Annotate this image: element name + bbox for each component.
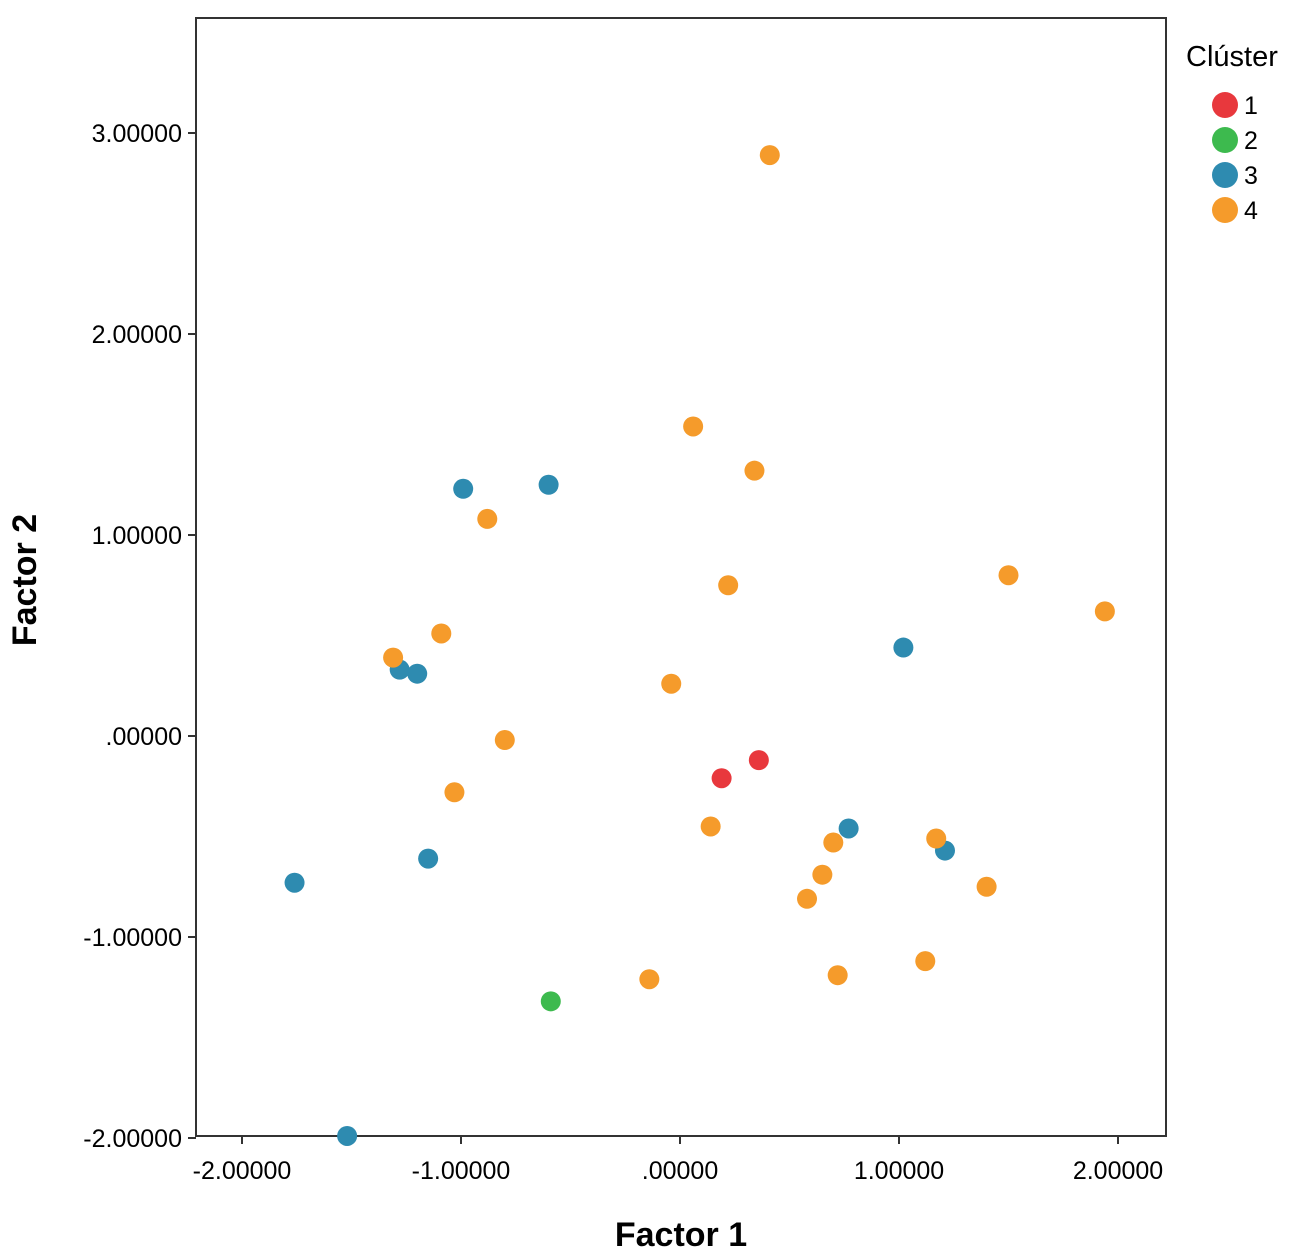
y-tick-label: 3.00000	[92, 120, 182, 148]
legend-swatch-2	[1212, 127, 1238, 153]
legend-label-2: 2	[1244, 127, 1258, 155]
data-point-cluster-2	[540, 991, 561, 1012]
data-point-cluster-4	[639, 969, 660, 990]
data-point-cluster-4	[383, 647, 404, 668]
data-points	[284, 145, 1115, 1146]
x-axis-title: Factor 1	[615, 1216, 747, 1254]
y-tick-label: .00000	[106, 723, 182, 751]
y-axis-title: Factor 2	[6, 514, 44, 646]
data-point-cluster-3	[453, 478, 474, 499]
y-axis-ticks: -2.00000 -1.00000 .00000 1.00000 2.00000 3.00…	[83, 120, 196, 1153]
data-point-cluster-1	[748, 750, 769, 771]
data-point-cluster-4	[823, 832, 844, 853]
y-tick-label: -2.00000	[83, 1125, 182, 1153]
legend-label-3: 3	[1244, 162, 1258, 190]
x-tick-label: 2.00000	[1073, 1157, 1163, 1185]
data-point-cluster-4	[1094, 601, 1115, 622]
y-tick-label: 1.00000	[92, 522, 182, 550]
data-point-cluster-4	[431, 623, 452, 644]
data-point-cluster-4	[494, 730, 515, 751]
x-tick-label: .00000	[642, 1157, 718, 1185]
data-point-cluster-4	[700, 816, 721, 837]
legend-swatch-4	[1212, 197, 1238, 223]
data-point-cluster-4	[759, 145, 780, 166]
data-point-cluster-4	[827, 965, 848, 986]
x-tick-label: -2.00000	[193, 1157, 292, 1185]
data-point-cluster-4	[444, 782, 465, 803]
data-point-cluster-3	[407, 663, 428, 684]
legend-swatch-3	[1212, 162, 1238, 188]
data-point-cluster-4	[812, 864, 833, 885]
legend-entries: 1 2 3 4	[1212, 92, 1258, 225]
legend-label-4: 4	[1244, 197, 1258, 225]
y-tick-label: 2.00000	[92, 321, 182, 349]
data-point-cluster-3	[538, 474, 559, 495]
legend-swatch-1	[1212, 92, 1238, 118]
legend-label-1: 1	[1244, 92, 1258, 120]
data-point-cluster-1	[711, 768, 732, 789]
data-point-cluster-4	[477, 508, 498, 529]
data-point-cluster-3	[838, 818, 859, 839]
data-point-cluster-3	[337, 1125, 358, 1146]
data-point-cluster-4	[976, 876, 997, 897]
x-tick-label: -1.00000	[412, 1157, 511, 1185]
data-point-cluster-4	[683, 416, 704, 437]
y-tick-label: -1.00000	[83, 924, 182, 952]
legend-title: Clúster	[1186, 41, 1278, 73]
data-point-cluster-4	[926, 828, 947, 849]
data-point-cluster-3	[284, 872, 305, 893]
data-point-cluster-3	[893, 637, 914, 658]
data-point-cluster-4	[797, 888, 818, 909]
x-axis-ticks: -2.00000 -1.00000 .00000 1.00000 2.00000	[193, 1136, 1163, 1185]
plot-frame	[195, 17, 1167, 1137]
data-point-cluster-4	[998, 565, 1019, 586]
legend: Clúster 1 2 3 4	[1186, 41, 1278, 225]
data-point-cluster-4	[718, 575, 739, 596]
data-point-cluster-4	[744, 460, 765, 481]
data-point-cluster-4	[661, 673, 682, 694]
data-point-cluster-4	[915, 951, 936, 972]
x-tick-label: 1.00000	[854, 1157, 944, 1185]
data-point-cluster-3	[418, 848, 439, 869]
